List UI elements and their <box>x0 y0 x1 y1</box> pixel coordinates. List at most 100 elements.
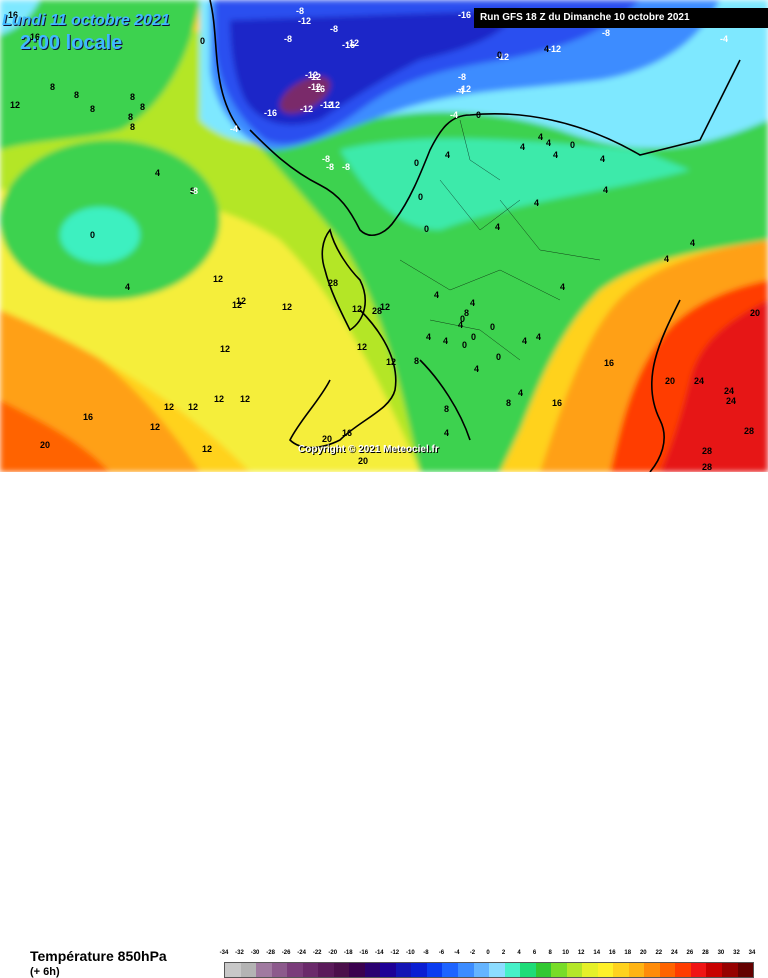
isotherm-label: 4 <box>544 44 549 54</box>
scale-tick-label: -12 <box>390 950 400 956</box>
isotherm-label: 12 <box>202 444 212 454</box>
scale-tick-label: -32 <box>235 950 244 956</box>
isotherm-label: 16 <box>604 358 614 368</box>
isotherm-label: 4 <box>155 168 160 178</box>
temperature-map: 16 16 0 -8 -8 -8 -12 -16 -12 -16 -12 -12 -16 -12 -16 -1… <box>0 0 768 472</box>
scale-swatch <box>551 963 567 977</box>
legend-footer: Température 850hPa (+ 6h) -34 -32 -30 -28 -2… <box>0 472 768 978</box>
isotherm-label: 16 <box>83 412 93 422</box>
coastlines <box>209 0 741 472</box>
scale-swatch <box>706 963 722 977</box>
isotherm-label: -12 <box>496 52 509 62</box>
borders <box>399 119 601 361</box>
scale-tick-label: 18 <box>624 950 632 956</box>
isotherm-label: 12 <box>240 394 250 404</box>
isotherm-label: -12 <box>346 38 359 48</box>
isotherm-label: 8 <box>74 90 79 100</box>
isotherm-label: 4 <box>690 238 695 248</box>
isotherm-label: -4 <box>450 110 458 120</box>
scale-swatch <box>722 963 738 977</box>
isotherm-label: 4 <box>603 185 608 195</box>
isotherm-label: 12 <box>357 342 367 352</box>
isotherm-label: 8 <box>90 104 95 114</box>
scale-swatch <box>504 963 521 977</box>
isotherm-label: 12 <box>220 344 230 354</box>
scale-swatch <box>256 963 272 977</box>
isotherm-label: 8 <box>464 308 469 318</box>
isotherm-label: -12 <box>300 104 313 114</box>
isotherm-label: 0 <box>497 50 502 60</box>
scale-tick-label: 32 <box>733 950 740 956</box>
isotherm-label: 0 <box>570 140 575 150</box>
isotherm-label: 0 <box>200 36 205 46</box>
scale-swatch <box>364 963 381 977</box>
isotherm-label: -12 <box>298 16 311 26</box>
isotherm-label: 4 <box>538 132 543 142</box>
forecast-time: 2:00 locale <box>20 32 123 54</box>
scale-tick-label: 22 <box>655 950 663 956</box>
scale-tick-label: 6 <box>532 950 537 956</box>
scale-tick-label: 10 <box>562 950 569 956</box>
copyright-notice: Copyright © 2021 Meteociel.fr <box>298 444 439 455</box>
scale-swatch <box>520 963 536 977</box>
isotherm-label: 4 <box>664 254 669 264</box>
isotherm-label: -8 <box>190 186 198 196</box>
isotherm-label: -8 <box>342 162 350 172</box>
scale-swatch <box>395 963 412 977</box>
scale-tick-label: -30 <box>250 950 260 956</box>
scale-tick-label: 0 <box>486 950 490 956</box>
isotherm-label: -12 <box>327 100 340 110</box>
scale-tick-label: -14 <box>374 950 384 956</box>
isotherm-label: 20 <box>665 376 675 386</box>
isotherm-label: 4 <box>125 282 130 292</box>
scale-tick-label: -18 <box>343 950 353 956</box>
isotherm-label: 12 <box>386 357 396 367</box>
isotherm-label: 4 <box>444 428 449 438</box>
scale-swatch <box>659 963 676 977</box>
isotherm-label: 12 <box>164 402 174 412</box>
isotherm-label: 4 <box>445 150 450 160</box>
isotherm-label: 12 <box>282 302 292 312</box>
scale-swatch <box>597 963 614 977</box>
isotherm-label: 0 <box>414 158 419 168</box>
isotherm-label: 12 <box>236 296 246 306</box>
scale-swatch <box>333 963 350 977</box>
isotherm-label: 28 <box>702 446 712 456</box>
isotherm-label: 0 <box>496 352 501 362</box>
isotherm-label: 4 <box>560 282 565 292</box>
scale-tick-label: -24 <box>297 950 306 956</box>
isotherm-label: 12 <box>352 304 362 314</box>
isotherm-label: 4 <box>534 198 539 208</box>
scale-swatch <box>318 963 334 977</box>
isotherm-label: -16 <box>312 84 325 94</box>
scale-swatch <box>411 963 427 977</box>
field-nw-green <box>0 0 200 150</box>
isotherm-label: 8 <box>506 398 511 408</box>
isotherm-label: 24 <box>726 396 736 406</box>
field-atlantic-aqua <box>60 207 140 263</box>
isotherm-label: 8 <box>50 82 55 92</box>
isotherm-label: -8 <box>458 72 466 82</box>
scale-tick-label: 24 <box>671 950 678 956</box>
scale-swatch <box>225 963 241 977</box>
scale-swatch <box>287 963 303 977</box>
isotherm-label: -16 <box>342 40 355 50</box>
isotherm-label: 8 <box>130 92 135 102</box>
field-aqua <box>340 138 690 230</box>
scale-swatch <box>240 963 257 977</box>
isotherm-label: -12 <box>308 82 321 92</box>
isotherm-label: 4 <box>536 332 541 342</box>
isotherm-label: 4 <box>443 336 448 346</box>
isotherm-label: 4 <box>518 388 523 398</box>
isotherm-label: 28 <box>372 306 382 316</box>
isotherm-label: -4 <box>230 124 238 134</box>
isotherm-label: 24 <box>724 386 734 396</box>
isotherm-label: 20 <box>358 456 368 466</box>
isotherm-label: 4 <box>522 336 527 346</box>
isotherm-label: 0 <box>476 110 481 120</box>
scale-swatch <box>349 963 365 977</box>
isotherm-label: 28 <box>744 426 754 436</box>
isotherm-label: 16 <box>30 32 40 42</box>
